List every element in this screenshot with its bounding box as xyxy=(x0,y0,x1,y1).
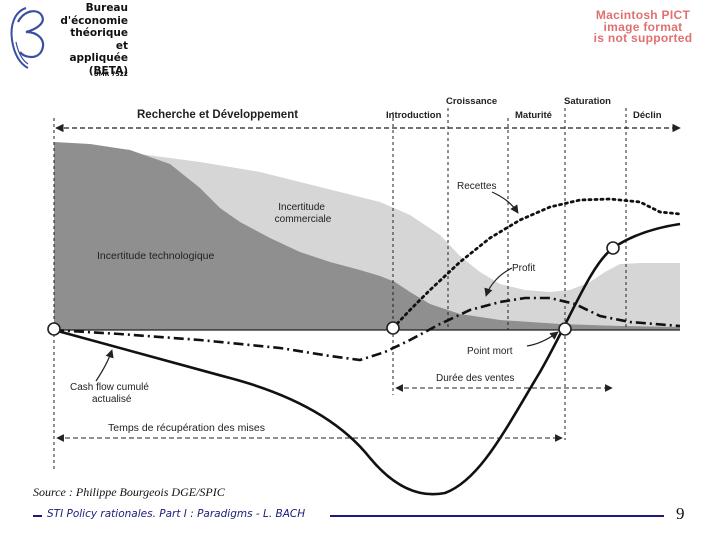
logo-line: et appliquée xyxy=(69,39,128,65)
logo-umr: UMR 7522 xyxy=(93,71,128,78)
profit-curve xyxy=(53,296,681,362)
footer-line-right xyxy=(330,515,664,517)
recettes-label: Recettes xyxy=(457,181,496,192)
cash-flow-label: Cash flow cumulé actualisé xyxy=(70,382,152,405)
phase-rd: Recherche et Développement xyxy=(137,109,298,121)
temps-recuperation-label: Temps de récupération des mises xyxy=(108,422,265,434)
pict-line: Macintosh PICT xyxy=(595,8,691,22)
source-text: Source : Philippe Bourgeois DGE/SPIC xyxy=(33,485,225,499)
pict-line: image format xyxy=(603,19,683,34)
incertitude-technologique-label: Incertitude technologique xyxy=(97,250,214,262)
pict-placeholder: Macintosh PICT image format is not suppo… xyxy=(566,8,720,45)
footer-text: STI Policy rationales. Part I : Paradigm… xyxy=(47,508,306,520)
phase-introduction: Introduction xyxy=(386,110,442,121)
logo-text: Bureau d'économie théorique et appliquée… xyxy=(56,2,128,77)
recettes-arrow xyxy=(491,191,519,214)
origin-point xyxy=(47,322,61,336)
incertitude-commerciale-line2: commerciale xyxy=(275,214,332,225)
recettes-curve xyxy=(391,197,682,330)
technological-uncertainty-area xyxy=(54,142,680,330)
phase-declin: Déclin xyxy=(633,110,662,121)
incertitude-commerciale-line1: Incertitude xyxy=(278,202,325,213)
phase-croissance: Croissance xyxy=(446,96,497,107)
point-mort-label: Point mort xyxy=(467,346,513,357)
cash-flow-line1: Cash flow cumulé xyxy=(70,382,149,393)
break-even-point xyxy=(558,322,572,336)
saturation-point xyxy=(606,241,620,255)
phase-saturation: Saturation xyxy=(564,96,611,107)
footer-line-left xyxy=(33,515,42,517)
cash-flow-arrow xyxy=(95,349,114,382)
profit-arrow xyxy=(484,267,513,297)
cash-flow-line2: actualisé xyxy=(92,394,132,405)
pict-line: is not supported xyxy=(593,31,693,45)
logo-line: (BETA) xyxy=(88,64,128,77)
incertitude-commerciale-label: Incertitude commerciale xyxy=(275,202,332,225)
duree-ventes-label: Durée des ventes xyxy=(436,373,514,384)
logo-line: théorique xyxy=(70,27,128,39)
phase-maturite: Maturité xyxy=(515,110,552,121)
logo-line: d'économie xyxy=(60,14,128,27)
logo-line: Bureau xyxy=(85,2,128,14)
beta-logo xyxy=(10,7,45,69)
launch-point xyxy=(386,321,400,335)
cash-flow-curve xyxy=(53,222,681,496)
profit-label: Profit xyxy=(512,263,536,274)
point-mort-arrow xyxy=(526,331,559,347)
page-number: 9 xyxy=(676,504,685,523)
